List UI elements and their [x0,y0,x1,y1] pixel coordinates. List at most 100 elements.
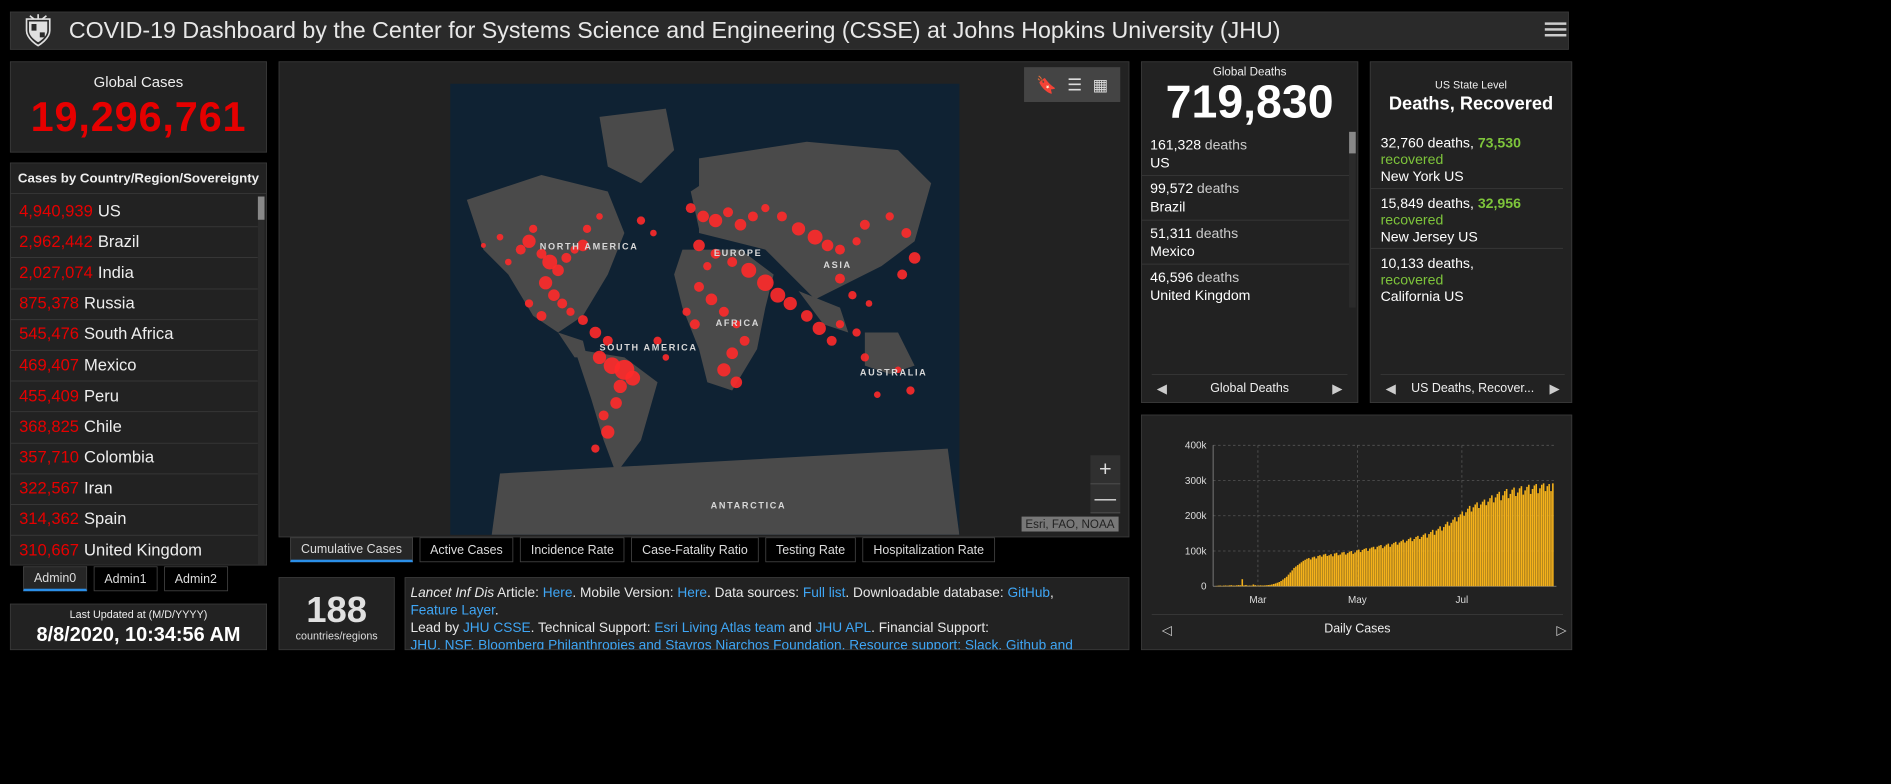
case-marker[interactable] [801,310,813,322]
country-row[interactable]: 314,362 Spain [10,505,258,536]
case-marker[interactable] [901,228,912,238]
case-marker[interactable] [776,211,787,222]
deaths-row[interactable]: 161,328 deaths US [1141,132,1350,177]
map-tab-hospitalization-rate[interactable]: Hospitalization Rate [862,537,995,563]
country-row[interactable]: 357,710 Colombia [10,443,258,475]
case-marker[interactable] [757,274,774,292]
us-state-row[interactable]: 15,849 deaths, 32,956 recovered New Jersey… [1370,189,1564,249]
country-row[interactable]: 2,962,442 Brazil [10,227,258,259]
bookmark-icon[interactable]: 🔖 [1035,75,1057,95]
case-marker[interactable] [693,239,705,252]
global-deaths-list[interactable]: 161,328 deaths US 99,572 deaths Brazil 51,31… [1141,132,1350,308]
prev-chart-icon[interactable]: ◁ [1161,622,1172,637]
tab-admin1[interactable]: Admin1 [93,566,158,592]
github-link[interactable]: GitHub [1007,585,1051,601]
data-sources-link[interactable]: Full list [802,585,846,601]
map-tab-case-fatality-ratio[interactable]: Case-Fatality Ratio [631,537,759,563]
country-row[interactable]: 2,027,074 India [10,258,258,290]
case-marker[interactable] [859,219,870,230]
case-marker[interactable] [548,289,560,301]
case-marker[interactable] [747,211,758,222]
case-marker[interactable] [848,291,857,300]
map-tab-testing-rate[interactable]: Testing Rate [765,537,856,563]
case-marker[interactable] [496,233,504,241]
case-marker[interactable] [835,320,845,329]
case-marker[interactable] [662,354,670,361]
case-marker[interactable] [694,281,704,292]
case-marker[interactable] [536,310,547,321]
country-row[interactable]: 455,409 Peru [10,382,258,413]
case-marker[interactable] [860,353,870,362]
next-chart-icon[interactable]: ▷ [1556,622,1567,637]
tab-admin2[interactable]: Admin2 [163,566,228,592]
case-marker[interactable] [536,248,547,259]
case-marker[interactable] [718,306,729,317]
case-marker[interactable] [613,379,627,394]
map-tab-active-cases[interactable]: Active Cases [419,537,514,563]
case-marker[interactable] [727,257,738,268]
next-page-icon[interactable]: ▶ [1549,381,1560,396]
deaths-row[interactable]: 46,596 deaths United Kingdom [1142,265,1349,308]
country-list-scrollbar[interactable] [257,196,265,565]
case-marker[interactable] [653,336,662,345]
case-marker[interactable] [625,370,641,386]
case-marker[interactable] [852,328,861,337]
case-marker[interactable] [538,276,553,290]
case-marker[interactable] [873,391,881,399]
case-marker[interactable] [894,366,902,374]
us-state-row[interactable]: 32,760 deaths, 73,530 recovered New York U… [1370,129,1564,189]
zoom-in-button[interactable]: + [1090,455,1121,485]
case-marker[interactable] [897,269,908,280]
case-marker[interactable] [650,229,657,237]
us-state-list[interactable]: 32,760 deaths, 73,530 recovered New York U… [1370,129,1564,308]
case-marker[interactable] [717,363,731,377]
country-row[interactable]: 469,407 Mexico [10,351,258,382]
case-marker[interactable] [582,224,592,234]
case-marker[interactable] [865,300,873,307]
case-marker[interactable] [589,326,602,339]
case-marker[interactable] [682,307,691,316]
deaths-list-scrollbar[interactable] [1349,131,1356,308]
case-marker[interactable] [708,213,723,228]
case-marker[interactable] [835,244,845,255]
case-marker[interactable] [598,410,609,421]
case-marker[interactable] [552,264,564,277]
mobile-version-link[interactable]: Here [677,585,708,601]
case-marker[interactable] [602,335,613,346]
case-marker[interactable] [826,335,837,346]
case-marker[interactable] [524,299,534,308]
case-marker[interactable] [734,218,747,231]
case-marker[interactable] [741,262,757,278]
country-row[interactable]: 545,476 South Africa [10,320,258,351]
zoom-out-button[interactable]: — [1090,484,1121,514]
case-marker[interactable] [705,293,718,306]
legend-list-icon[interactable]: ☰ [1067,75,1083,95]
country-row[interactable]: 4,940,939 US [10,197,258,228]
world-map[interactable]: NORTH AMERICA EUROPE ASIA AFRICA SOUTH A… [450,83,960,535]
case-marker[interactable] [697,210,709,223]
case-marker[interactable] [592,350,607,365]
case-marker[interactable] [730,376,743,389]
case-marker[interactable] [515,244,526,255]
deaths-row[interactable]: 99,572 deaths Brazil [1141,176,1350,221]
case-marker[interactable] [770,287,786,303]
hamburger-menu-icon[interactable] [1544,19,1567,39]
case-marker[interactable] [601,425,615,439]
case-marker[interactable] [791,222,806,236]
case-marker[interactable] [636,216,646,225]
case-marker[interactable] [723,207,734,218]
case-marker[interactable] [703,262,712,271]
basemap-gallery-icon[interactable]: ▦ [1092,75,1109,95]
case-marker[interactable] [596,213,603,220]
case-marker[interactable] [852,237,861,246]
country-list[interactable]: 4,940,939 US 2,962,442 Brazil 2,027,074 India… [10,197,258,565]
case-marker[interactable] [761,203,770,213]
case-marker[interactable] [610,397,622,409]
case-marker[interactable] [732,320,741,329]
deaths-row[interactable]: 51,311 deaths Mexico [1141,220,1350,265]
esri-team-link[interactable]: Esri Living Atlas team [654,620,786,636]
case-marker[interactable] [557,298,568,309]
map-tab-cumulative-cases[interactable]: Cumulative Cases [290,537,413,563]
case-marker[interactable] [577,239,589,252]
case-marker[interactable] [566,307,575,316]
